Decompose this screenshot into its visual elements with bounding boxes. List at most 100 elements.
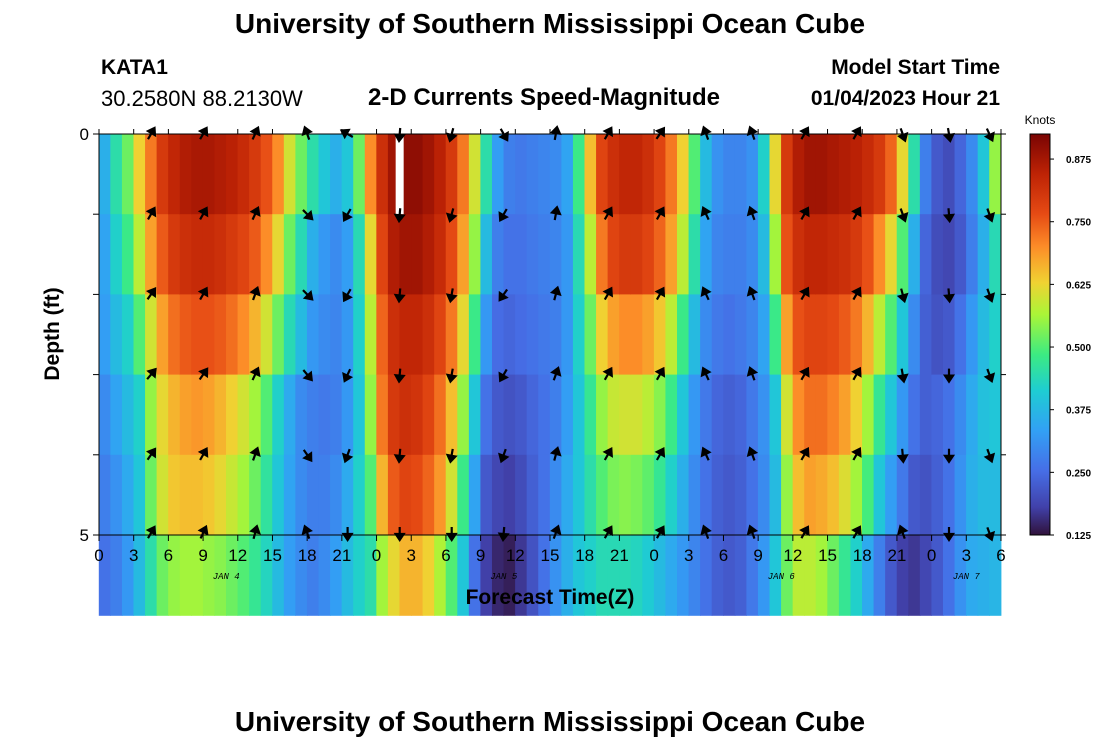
- heatmap-cell: [191, 134, 204, 215]
- current-vector-arrow: [746, 366, 759, 381]
- heatmap-cell: [677, 294, 690, 376]
- heatmap-cell: [850, 454, 863, 536]
- heatmap-cell: [179, 294, 192, 376]
- heatmap-cell: [815, 214, 828, 295]
- heatmap-cell: [399, 214, 412, 295]
- heatmap-cell: [306, 374, 320, 456]
- heatmap-cell: [977, 374, 990, 456]
- heatmap-cell: [584, 134, 597, 215]
- colorbar-tick-label: 0.125: [1066, 531, 1091, 542]
- heatmap-cell: [919, 294, 933, 376]
- heatmap-cell: [110, 374, 123, 456]
- heatmap-cell: [133, 214, 146, 295]
- heatmap-cell: [850, 134, 863, 215]
- heatmap-cell: [572, 535, 586, 616]
- heatmap-cell: [781, 374, 794, 456]
- y-tick-label: 5: [80, 526, 89, 545]
- heatmap-cell: [572, 454, 586, 536]
- x-tick-label: 3: [684, 546, 693, 565]
- heatmap-cell: [110, 535, 123, 616]
- heatmap-cell: [515, 535, 528, 616]
- heatmap-cell: [376, 535, 389, 616]
- current-vector-arrow: [393, 127, 406, 143]
- heatmap-cell: [653, 535, 667, 616]
- heatmap-cell: [468, 535, 482, 616]
- heatmap-cell: [665, 454, 678, 536]
- heatmap-cell: [295, 454, 308, 536]
- heatmap-cell: [503, 294, 516, 376]
- heatmap-cell: [757, 535, 771, 616]
- heatmap-cell: [711, 214, 724, 295]
- heatmap-cell: [422, 454, 435, 536]
- heatmap-cell: [873, 214, 886, 295]
- heatmap-cell: [457, 134, 470, 215]
- heatmap-cell: [862, 214, 875, 295]
- heatmap-cell: [260, 294, 273, 376]
- heatmap-cell: [711, 134, 724, 215]
- colorbar-tick-label: 0.625: [1066, 280, 1091, 291]
- heatmap-cell: [919, 214, 933, 295]
- heatmap-cell: [168, 134, 181, 215]
- heatmap-cell: [584, 294, 597, 376]
- heatmap-cell: [908, 214, 921, 295]
- current-vector-arrow: [851, 206, 862, 220]
- heatmap-cell: [179, 214, 192, 295]
- heatmap-cell: [873, 374, 886, 456]
- current-vector-arrow: [498, 208, 509, 222]
- heatmap-cell: [168, 374, 181, 456]
- heatmap-cell: [133, 294, 146, 376]
- current-vector-arrow: [197, 286, 209, 301]
- heatmap-cell: [549, 134, 562, 215]
- heatmap-cell: [491, 134, 505, 215]
- current-vector-arrow: [942, 208, 956, 224]
- current-vector-arrow: [342, 208, 353, 222]
- heatmap-cell: [306, 214, 320, 295]
- heatmap-cell: [422, 535, 435, 616]
- heatmap-cell: [330, 374, 343, 456]
- heatmap-cell: [700, 294, 713, 376]
- heatmap-cell: [792, 374, 805, 456]
- heatmap-cell: [931, 214, 944, 295]
- heatmap-cell: [584, 535, 597, 616]
- heatmap-cell: [653, 294, 667, 376]
- heatmap-cell: [318, 454, 331, 536]
- heatmap-cell: [850, 535, 863, 616]
- heatmap-cell: [596, 374, 609, 456]
- heatmap-cell: [734, 134, 747, 215]
- heatmap-cell: [318, 294, 331, 376]
- current-vector-arrow: [602, 366, 613, 381]
- current-vector-arrow: [700, 446, 712, 461]
- heatmap-cell: [607, 374, 620, 456]
- heatmap-cell: [214, 454, 227, 536]
- heatmap-cell: [607, 535, 620, 616]
- heatmap-cell: [145, 454, 158, 536]
- heatmap-cell: [746, 214, 759, 295]
- heatmap-cell: [619, 454, 632, 536]
- heatmap-cell: [688, 214, 701, 295]
- heatmap-cell: [769, 294, 782, 376]
- colorbar-tick-label: 0.750: [1066, 218, 1091, 229]
- heatmap-cell: [133, 134, 146, 215]
- heatmap-cell: [873, 294, 886, 376]
- current-vector-arrow: [445, 127, 458, 143]
- x-tick-label: 21: [610, 546, 629, 565]
- heatmap-cell: [202, 374, 216, 456]
- heatmap-cell: [630, 214, 643, 295]
- heatmap-cell: [642, 214, 655, 295]
- heatmap-cell: [445, 294, 458, 376]
- heatmap-cell: [364, 454, 377, 536]
- heatmap-cell: [168, 294, 181, 376]
- heatmap-cell: [862, 294, 875, 376]
- heatmap-cell: [121, 535, 135, 616]
- x-tick-label: 3: [406, 546, 415, 565]
- heatmap-cell: [642, 374, 655, 456]
- heatmap-cell: [734, 535, 747, 616]
- heatmap-cell: [549, 374, 562, 456]
- heatmap-cell: [723, 134, 736, 215]
- heatmap-cell: [954, 134, 967, 215]
- heatmap-cell: [677, 214, 690, 295]
- heatmap-cell: [596, 134, 609, 215]
- heatmap-cell: [862, 454, 875, 536]
- heatmap-cell: [827, 454, 840, 536]
- heatmap-cell: [954, 374, 967, 456]
